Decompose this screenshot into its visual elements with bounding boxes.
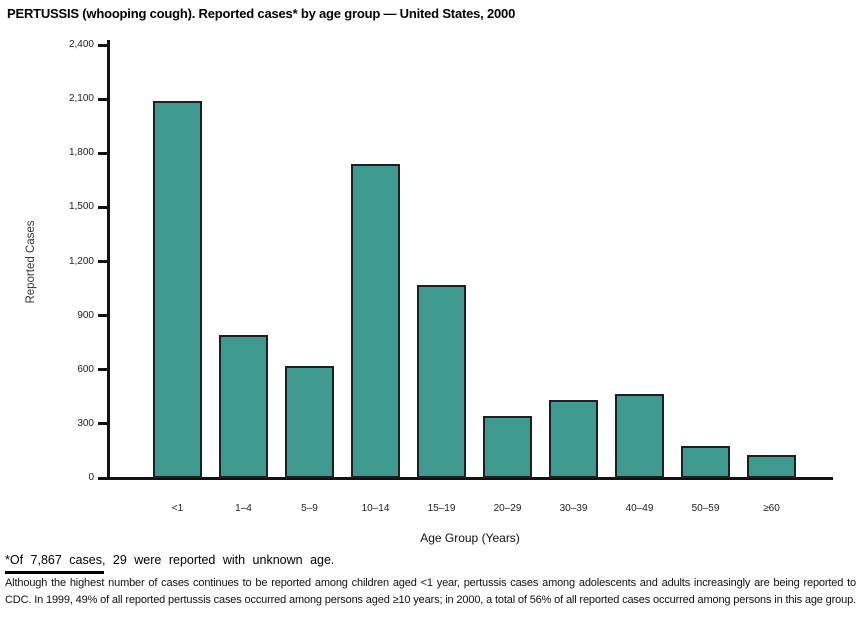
footnote-divider [5,571,104,574]
x-tick-label: 20–29 [493,503,522,514]
y-tick [98,205,107,209]
y-tick-label: 1,500 [68,201,94,213]
bar-<1 [153,101,202,478]
y-tick-label: 1,200 [68,255,94,267]
x-axis-line [106,476,833,480]
bar-10–14 [351,164,400,478]
y-tick [98,151,107,155]
bar-50–59 [681,446,730,478]
bar-40–49 [615,394,664,478]
x-tick-label: ≥60 [763,503,780,514]
x-tick-label: 10–14 [361,503,390,514]
y-tick [98,314,107,318]
y-tick-label: 300 [77,417,94,429]
y-tick [98,422,107,426]
x-tick-label: <1 [171,503,184,514]
x-tick-label: 1–4 [235,503,252,514]
bar-≥60 [747,455,796,478]
chart-title: PERTUSSIS (whooping cough). Reported cas… [7,6,516,21]
x-tick-label: 50–59 [691,503,720,514]
y-tick [98,43,107,47]
bar-5–9 [285,366,334,478]
y-tick-label: 0 [88,472,94,483]
y-tick [98,368,107,372]
x-tick-label: 5–9 [301,503,318,514]
y-tick-label: 600 [77,363,94,375]
bar-15–19 [417,285,466,478]
y-tick-label: 2,400 [68,39,94,50]
caption-paragraph: Although the highest number of cases con… [5,577,856,606]
x-tick-label: 15–19 [427,503,456,514]
bar-1–4 [219,335,268,478]
y-tick [98,97,107,101]
y-tick [98,476,107,480]
x-tick-label: 30–39 [559,503,588,514]
y-tick-label: 1,800 [68,147,94,159]
bar-30–39 [549,400,598,478]
y-axis-line [106,40,110,480]
y-tick [98,260,107,263]
footnote: *Of 7,867 cases, 29 were reported with u… [5,553,335,567]
y-tick-label: 900 [77,309,94,321]
y-axis-title: Reported Cases [25,220,37,304]
y-tick-label: 2,100 [68,93,94,105]
x-axis-title: Age Group (Years) [420,531,520,545]
x-tick-label: 40–49 [625,503,654,514]
bar-20–29 [483,416,532,478]
